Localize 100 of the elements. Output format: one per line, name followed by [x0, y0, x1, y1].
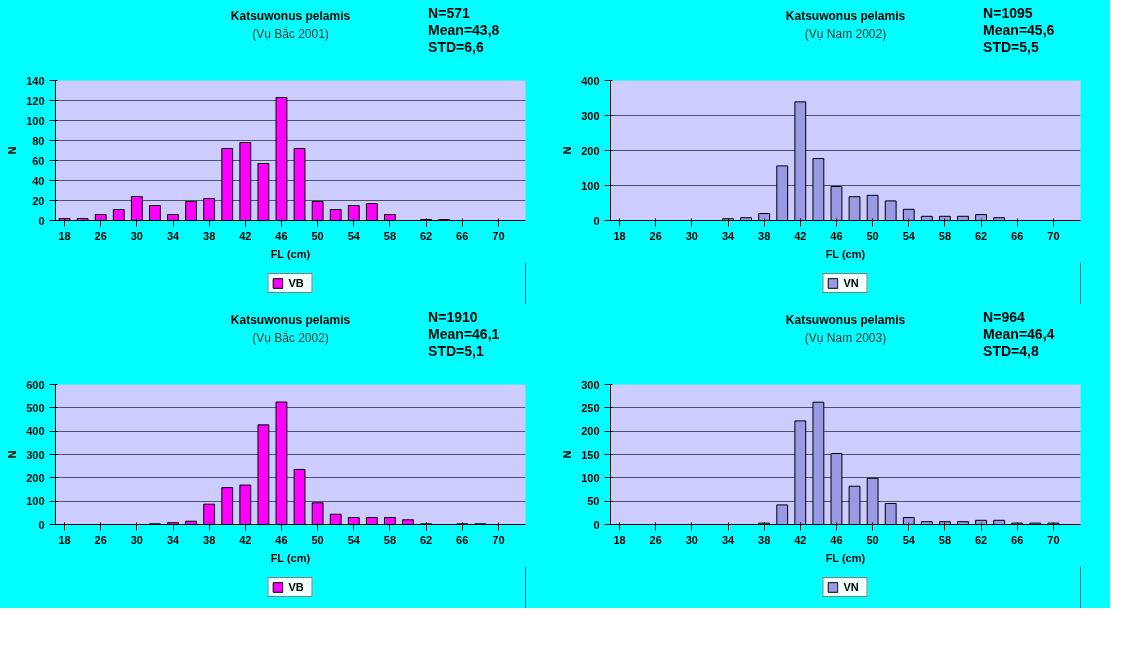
x-axis-title: FL (cm) [825, 551, 866, 564]
y-tick-label: 0 [593, 518, 600, 531]
x-tick-label: 26 [94, 533, 107, 546]
chart-title: Katsuwonus pelamis [230, 312, 351, 327]
x-tick-label: 58 [383, 229, 397, 242]
chart-title: Katsuwonus pelamis [230, 8, 351, 23]
y-axis-title: N [6, 146, 19, 155]
x-tick-label: 38 [758, 533, 771, 546]
y-axis-title: N [561, 146, 574, 155]
x-tick-label: 18 [613, 229, 626, 242]
x-axis-title: FL (cm) [825, 247, 866, 260]
chart-subtitle: (Vụ Nam 2002) [804, 26, 887, 41]
x-tick-label: 42 [794, 533, 807, 546]
x-tick-label: 34 [166, 229, 180, 242]
x-tick-label: 66 [456, 533, 469, 546]
y-tick-label: 400 [581, 74, 600, 87]
y-tick-label: 20 [32, 194, 45, 207]
y-axis-title: N [561, 450, 574, 459]
y-tick-label: 0 [38, 214, 45, 227]
x-tick-label: 70 [1047, 229, 1060, 242]
legend-label: VN [843, 277, 860, 289]
x-tick-label: 54 [902, 229, 916, 242]
y-tick-label: 60 [32, 154, 45, 167]
x-tick-label: 50 [866, 229, 879, 242]
y-tick-label: 500 [26, 401, 45, 414]
y-tick-label: 0 [38, 518, 45, 531]
x-tick-label: 30 [685, 533, 698, 546]
x-tick-label: 38 [203, 229, 216, 242]
x-tick-label: 34 [721, 533, 735, 546]
x-tick-label: 70 [492, 533, 505, 546]
x-tick-label: 62 [419, 533, 433, 546]
x-tick-label: 42 [239, 229, 252, 242]
y-tick-label: 100 [26, 495, 45, 508]
chart-subtitle: (Vụ Bắc 2002) [252, 329, 329, 345]
x-tick-label: 46 [830, 229, 843, 242]
chart-subtitle: (Vụ Nam 2003) [804, 330, 887, 345]
x-tick-label: 46 [275, 229, 288, 242]
x-tick-label: 26 [94, 229, 107, 242]
x-tick-label: 66 [1011, 533, 1024, 546]
text: Mean=45,6 [983, 21, 1055, 38]
text: N=1910 [428, 308, 478, 325]
text: Mean=46,1 [428, 325, 500, 342]
text: STD=5,1 [428, 342, 484, 359]
y-tick-label: 40 [32, 174, 45, 187]
x-tick-label: 70 [492, 229, 505, 242]
y-axis-title: N [6, 450, 19, 459]
x-axis-title: FL (cm) [270, 551, 311, 564]
y-tick-label: 100 [26, 114, 45, 127]
text: STD=6,6 [428, 38, 484, 55]
y-tick-label: 100 [581, 471, 600, 484]
x-tick-label: 42 [239, 533, 252, 546]
x-tick-label: 18 [58, 533, 71, 546]
x-tick-label: 58 [938, 533, 952, 546]
text: N=964 [983, 308, 1025, 325]
x-tick-label: 30 [130, 533, 143, 546]
x-tick-label: 38 [758, 229, 771, 242]
chart-subtitle: (Vụ Bắc 2001) [252, 25, 329, 41]
x-tick-label: 18 [613, 533, 626, 546]
y-tick-label: 400 [26, 425, 45, 438]
y-tick-label: 100 [581, 179, 600, 192]
legend-label: VB [288, 581, 305, 593]
x-tick-label: 66 [1011, 229, 1024, 242]
text: Mean=43,8 [428, 21, 500, 38]
x-tick-label: 70 [1047, 533, 1060, 546]
x-tick-label: 34 [166, 533, 180, 546]
text: Mean=46,4 [983, 325, 1055, 342]
x-tick-label: 34 [721, 229, 735, 242]
y-tick-label: 0 [593, 214, 600, 227]
x-tick-label: 42 [794, 229, 807, 242]
y-tick-label: 80 [32, 134, 45, 147]
y-tick-label: 600 [26, 378, 45, 391]
x-tick-label: 66 [456, 229, 469, 242]
y-tick-label: 200 [581, 425, 600, 438]
x-tick-label: 54 [347, 229, 361, 242]
y-tick-label: 150 [581, 448, 600, 461]
x-tick-label: 38 [203, 533, 216, 546]
y-tick-label: 200 [26, 471, 45, 484]
x-tick-label: 30 [685, 229, 698, 242]
x-tick-label: 46 [275, 533, 288, 546]
x-axis-title: FL (cm) [270, 247, 311, 260]
legend-label: VB [288, 277, 305, 289]
legend-label: VN [843, 581, 860, 593]
y-tick-label: 300 [581, 378, 600, 391]
text: STD=5,5 [983, 38, 1039, 55]
x-tick-label: 50 [866, 533, 879, 546]
x-tick-label: 46 [830, 533, 843, 546]
x-tick-label: 30 [130, 229, 143, 242]
x-tick-label: 26 [649, 533, 662, 546]
x-tick-label: 26 [649, 229, 662, 242]
x-tick-label: 50 [311, 533, 324, 546]
chart-title: Katsuwonus pelamis [785, 8, 906, 23]
y-tick-label: 50 [587, 495, 600, 508]
y-tick-label: 120 [26, 94, 45, 107]
x-tick-label: 54 [902, 533, 916, 546]
chart-title: Katsuwonus pelamis [785, 312, 906, 327]
y-tick-label: 300 [581, 109, 600, 122]
y-tick-label: 140 [26, 74, 45, 87]
x-tick-label: 58 [383, 533, 397, 546]
text: STD=4,8 [983, 342, 1039, 359]
y-tick-label: 250 [581, 401, 600, 414]
